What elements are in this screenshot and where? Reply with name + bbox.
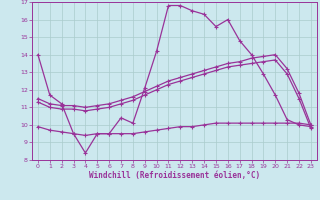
X-axis label: Windchill (Refroidissement éolien,°C): Windchill (Refroidissement éolien,°C)	[89, 171, 260, 180]
